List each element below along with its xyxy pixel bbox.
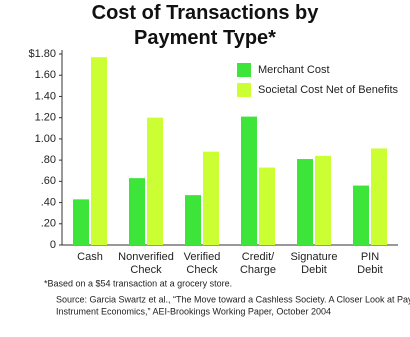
bar: [129, 178, 145, 245]
bar: [297, 159, 313, 245]
y-tick-label: .60: [41, 175, 56, 187]
bar: [353, 185, 369, 245]
y-tick-label: .20: [41, 218, 56, 230]
bar: [203, 151, 219, 245]
x-tick-label: Credit/Charge: [240, 251, 276, 276]
y-tick-label: .40: [41, 196, 56, 208]
legend-label: Societal Cost Net of Benefits: [258, 84, 399, 96]
bar: [147, 117, 163, 245]
bar: [259, 167, 275, 245]
x-tick-label: Verified Check: [184, 251, 221, 276]
x-tick-label: Signature Debit: [290, 251, 337, 276]
bar: [73, 199, 89, 245]
x-tick-label: PIN Debit: [357, 251, 383, 276]
y-tick-label: 1.40: [35, 90, 56, 102]
footnote: *Based on a $54 transaction at a grocery…: [44, 278, 232, 288]
source-line: Instrument Economics,” AEI-Brookings Wor…: [56, 306, 331, 316]
legend-label: Merchant Cost: [258, 64, 330, 76]
legend-swatch: [237, 83, 251, 97]
y-tick-label: .80: [41, 154, 56, 166]
bar: [185, 195, 201, 245]
y-tick-label: 1.00: [35, 133, 56, 145]
x-tick-label: Nonverified Check: [118, 251, 174, 276]
legend-swatch: [237, 63, 251, 77]
source-line: Source: Garcia Swartz et al., “The Move …: [56, 294, 410, 304]
y-tick-label: $1.80: [28, 48, 56, 60]
y-tick-label: 0: [50, 239, 56, 251]
x-tick-label: Cash: [77, 251, 103, 263]
chart-title: Cost of Transactions by Payment Type*: [92, 2, 320, 49]
bar: [91, 57, 107, 245]
y-tick-label: 1.20: [35, 112, 56, 124]
bar: [241, 116, 257, 245]
bar: [315, 155, 331, 245]
y-tick-label: 1.60: [35, 69, 56, 81]
bar: [371, 148, 387, 245]
